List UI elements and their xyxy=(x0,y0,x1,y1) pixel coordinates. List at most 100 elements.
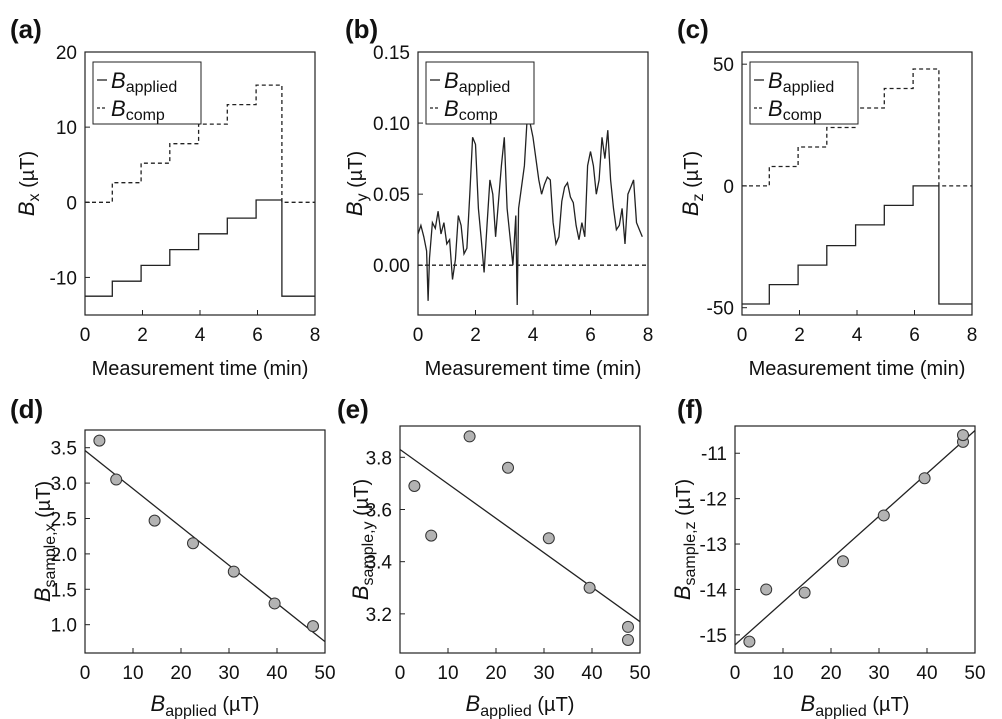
data-point xyxy=(837,555,849,568)
legend-box xyxy=(749,61,859,125)
data-point xyxy=(307,620,319,633)
data-point xyxy=(148,514,161,527)
y-tick-label: 0.15 xyxy=(373,43,410,64)
x-tick-label: 2 xyxy=(470,325,481,346)
panel-label-f: (f) xyxy=(677,394,703,424)
y-tick-label: 0.05 xyxy=(373,185,410,206)
x-tick-label: 50 xyxy=(964,663,985,684)
panel-f: (f) 0 10 20 30 40 50 -15 -14 -13 -12 -11 Bapplied (µ… xyxy=(670,394,986,719)
x-axis-label: Measurement time (min) xyxy=(749,358,966,380)
series-line-applied xyxy=(742,185,972,305)
data-point xyxy=(583,581,596,594)
x-axis-label: Bapplied (µT) xyxy=(801,691,910,719)
x-tick-label: 0 xyxy=(80,663,91,684)
y-axis-label: Bz (µT) xyxy=(678,151,707,216)
data-point xyxy=(957,429,969,442)
y-tick-label: 10 xyxy=(56,118,77,139)
y-tick-label: -50 xyxy=(707,299,734,320)
y-axis-label: By (µT) xyxy=(342,151,371,216)
data-point xyxy=(93,434,106,447)
y-tick-label: 0.00 xyxy=(373,256,410,277)
x-tick-label: 8 xyxy=(643,325,654,346)
data-point xyxy=(743,635,756,648)
y-tick-label: -10 xyxy=(50,268,77,289)
panel-d: (d) 0 10 20 30 40 50 1.0 1.5 2.0 2.5 3.0 3.5 Bapplied… xyxy=(10,394,336,719)
y-tick-label: 20 xyxy=(56,43,77,64)
y-axis-label: Bx (µT) xyxy=(14,151,43,216)
fit-line xyxy=(735,430,975,646)
data-point xyxy=(622,620,634,633)
y-tick-label: 0.10 xyxy=(373,114,410,135)
x-tick-label: 0 xyxy=(80,325,91,346)
panel-e: (e) 0 10 20 30 40 50 3.2 3.4 3.6 3.8 Bapplied (µT) B… xyxy=(337,394,651,719)
data-point xyxy=(877,509,890,522)
x-tick-label: 8 xyxy=(967,325,978,346)
series-line-applied xyxy=(418,115,643,306)
x-tick-label: 4 xyxy=(852,325,863,346)
x-tick-label: 6 xyxy=(585,325,596,346)
legend-label-applied: Bapplied xyxy=(444,68,510,96)
x-tick-label: 20 xyxy=(820,663,841,684)
y-tick-label: 3.6 xyxy=(366,500,392,521)
panel-label-a: (a) xyxy=(10,14,42,44)
x-axis-label: Bapplied (µT) xyxy=(466,691,575,719)
y-tick-label: -14 xyxy=(700,580,728,601)
y-tick-label: 3.4 xyxy=(366,553,393,574)
x-tick-label: 8 xyxy=(310,325,321,346)
x-tick-label: 20 xyxy=(170,663,191,684)
x-tick-label: 6 xyxy=(252,325,263,346)
x-tick-label: 30 xyxy=(533,663,554,684)
panel-label-b: (b) xyxy=(345,14,378,44)
x-tick-label: 6 xyxy=(909,325,920,346)
y-tick-label: 3.5 xyxy=(51,439,77,460)
panel-label-c: (c) xyxy=(677,14,709,44)
y-tick-label: 1.0 xyxy=(51,616,77,637)
x-tick-label: 10 xyxy=(437,663,458,684)
y-tick-label: 0 xyxy=(66,193,77,214)
x-tick-label: 0 xyxy=(737,325,748,346)
x-axis-label: Measurement time (min) xyxy=(92,358,309,380)
data-point xyxy=(463,430,476,443)
data-point xyxy=(425,529,438,542)
data-point xyxy=(110,473,123,486)
x-tick-label: 10 xyxy=(122,663,143,684)
y-tick-label: 2.5 xyxy=(51,509,77,530)
x-tick-label: 2 xyxy=(137,325,148,346)
y-tick-label: 50 xyxy=(713,55,734,76)
y-tick-label: 2.0 xyxy=(51,545,77,566)
y-axis-label: Bsample,z (µT) xyxy=(670,479,699,600)
data-point xyxy=(798,586,811,599)
x-tick-label: 40 xyxy=(581,663,602,684)
series-line-applied xyxy=(85,199,315,297)
data-point xyxy=(227,565,240,578)
x-tick-label: 40 xyxy=(266,663,287,684)
x-tick-label: 0 xyxy=(730,663,741,684)
plot-frame xyxy=(734,425,976,654)
legend-label-comp: Bcomp xyxy=(444,96,498,124)
plot-frame xyxy=(399,425,641,654)
y-tick-label: -11 xyxy=(701,444,727,465)
y-tick-label: -13 xyxy=(700,535,727,556)
fit-line xyxy=(400,448,640,623)
x-tick-label: 20 xyxy=(485,663,506,684)
data-point xyxy=(622,633,634,646)
x-tick-label: 2 xyxy=(794,325,805,346)
x-tick-label: 10 xyxy=(772,663,793,684)
panel-label-e: (e) xyxy=(337,394,369,424)
x-axis-label: Measurement time (min) xyxy=(425,358,642,380)
legend-box xyxy=(425,61,535,125)
data-point xyxy=(542,532,555,545)
x-axis-label: Bapplied (µT) xyxy=(151,691,260,719)
legend-box xyxy=(92,61,202,125)
y-tick-label: 3.2 xyxy=(366,605,392,626)
y-tick-label: -12 xyxy=(700,490,727,511)
panel-label-d: (d) xyxy=(10,394,43,424)
y-tick-label: -15 xyxy=(700,626,727,647)
data-point xyxy=(187,537,199,550)
data-point xyxy=(918,472,931,485)
x-tick-label: 0 xyxy=(413,325,424,346)
series-line-comp xyxy=(85,84,315,203)
data-point xyxy=(408,480,421,493)
x-tick-label: 40 xyxy=(916,663,937,684)
plot-frame xyxy=(84,429,326,654)
